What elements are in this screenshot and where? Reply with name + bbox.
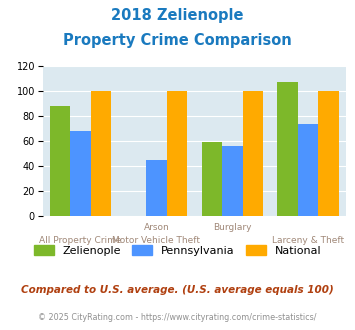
Text: Property Crime Comparison: Property Crime Comparison [63,33,292,48]
Text: Larceny & Theft: Larceny & Theft [272,236,344,245]
Bar [278,82,298,216]
Bar [146,160,166,216]
Bar [50,106,70,216]
Text: All Property Crime: All Property Crime [39,236,122,245]
Bar [222,146,242,216]
Bar [242,91,263,216]
Text: 2018 Zelienople: 2018 Zelienople [111,8,244,23]
Bar [202,142,222,216]
Bar [166,91,187,216]
Bar [318,91,339,216]
Bar [70,131,91,216]
Bar [91,91,111,216]
Text: © 2025 CityRating.com - https://www.cityrating.com/crime-statistics/: © 2025 CityRating.com - https://www.city… [38,314,317,322]
Legend: Zelienople, Pennsylvania, National: Zelienople, Pennsylvania, National [29,241,326,260]
Text: Arson: Arson [143,223,169,232]
Text: Compared to U.S. average. (U.S. average equals 100): Compared to U.S. average. (U.S. average … [21,285,334,295]
Text: Motor Vehicle Theft: Motor Vehicle Theft [113,236,201,245]
Text: Burglary: Burglary [213,223,252,232]
Bar [298,123,318,216]
